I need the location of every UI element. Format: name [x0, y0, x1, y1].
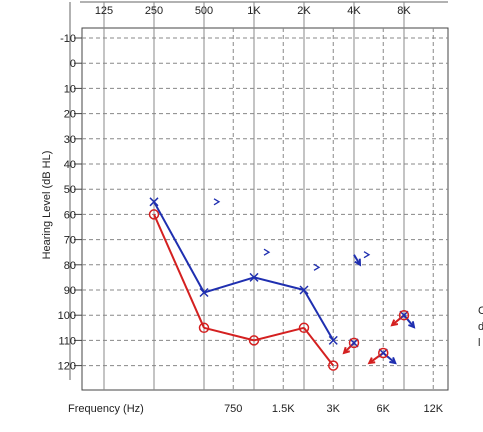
y-tick-label: 30 — [64, 134, 76, 146]
left-ear-o-marker — [398, 309, 410, 321]
series-right-segment — [253, 276, 305, 291]
x-top-tick-label: 4K — [347, 5, 361, 17]
x-top-tick-label: 125 — [95, 5, 113, 17]
x-bottom-tick-label: 6K — [377, 403, 391, 415]
bone-conduction-marker — [363, 251, 371, 259]
series-right-segment — [303, 289, 335, 341]
y-tick-label: 100 — [58, 310, 76, 322]
left-ear-o-marker — [198, 322, 210, 334]
no-response-arrowhead — [367, 357, 376, 365]
right-ear-x-marker — [249, 272, 259, 282]
y-tick-label: 60 — [64, 209, 76, 221]
x-top-tick-label: 500 — [195, 5, 213, 17]
grid-lines — [74, 2, 448, 390]
x-axis-label: Frequency (Hz) — [68, 403, 144, 415]
y-tick-label: 0 — [70, 58, 76, 70]
cut-off-text-3: l — [478, 337, 481, 349]
x-bottom-tick-label: 1.5K — [272, 403, 295, 415]
x-top-tick-label: 2K — [297, 5, 311, 17]
left-ear-o-marker — [148, 209, 160, 220]
left-ear-o-marker — [377, 347, 389, 359]
x-stroke — [328, 335, 338, 345]
cut-off-text-2: d — [478, 321, 483, 333]
y-axis-label: Hearing Level (dB HL) — [41, 151, 53, 260]
series-right-segment — [153, 201, 205, 294]
x-stroke — [349, 338, 359, 348]
bone-conduction-marker — [313, 263, 321, 271]
x-stroke — [149, 197, 159, 207]
x-bottom-tick-label: 3K — [327, 403, 341, 415]
x-stroke — [249, 272, 259, 282]
y-tick-label: -10 — [60, 33, 76, 45]
x-top-tick-label: 8K — [397, 5, 411, 17]
right-ear-x-marker — [299, 285, 309, 295]
y-tick-label: 20 — [64, 109, 76, 121]
y-tick-label: 70 — [64, 235, 76, 247]
x-bottom-tick-label: 750 — [224, 403, 242, 415]
no-response-arrowhead — [408, 321, 416, 329]
x-stroke — [199, 287, 209, 298]
series-left-segment — [153, 213, 205, 329]
y-tick-label: 80 — [64, 260, 76, 272]
bone-conduction-marker — [213, 198, 221, 206]
left-ear-o-marker — [348, 337, 360, 349]
left-ear-o-marker — [248, 335, 260, 346]
x-stroke — [299, 285, 309, 295]
right-ear-x-marker — [349, 338, 359, 348]
y-tick-label: 10 — [64, 83, 76, 95]
left-ear-o-marker — [327, 360, 339, 371]
no-response-arrowhead — [342, 346, 351, 355]
y-tick-label: 40 — [64, 159, 76, 171]
x-top-tick-label: 1K — [247, 5, 261, 17]
right-ear-x-marker — [378, 348, 388, 358]
bone-conduction-marker — [263, 248, 271, 256]
x-stroke — [378, 348, 388, 358]
series-left-segment — [303, 327, 335, 367]
data-layer — [148, 197, 416, 371]
y-tick-label: 90 — [64, 285, 76, 297]
no-response-arrowhead — [354, 258, 362, 267]
x-top-tick-label: 250 — [145, 5, 163, 17]
right-ear-x-marker — [149, 197, 159, 207]
y-tick-label: 120 — [58, 361, 76, 373]
right-ear-x-marker — [328, 335, 338, 345]
series-right-segment — [203, 276, 255, 294]
right-ear-x-marker — [199, 287, 209, 298]
plot-frame — [69, 1, 449, 391]
tick-labels: -10 0 10 20 30 40 50 60 70 80 90 100 110 120 125 250 500… — [58, 5, 444, 415]
right-ear-x-marker — [399, 310, 409, 320]
no-response-arrowhead — [390, 319, 399, 327]
no-response-arrowhead — [389, 357, 397, 365]
x-bottom-tick-label: 12K — [423, 403, 443, 415]
plot-border — [81, 27, 449, 391]
x-stroke — [399, 310, 409, 320]
series-left-segment — [253, 326, 305, 342]
y-tick-label: 50 — [64, 184, 76, 196]
y-tick-label: 110 — [58, 335, 76, 347]
cut-off-text-1: C — [478, 305, 483, 317]
left-ear-o-marker — [298, 322, 310, 334]
series-left-segment — [203, 326, 255, 342]
